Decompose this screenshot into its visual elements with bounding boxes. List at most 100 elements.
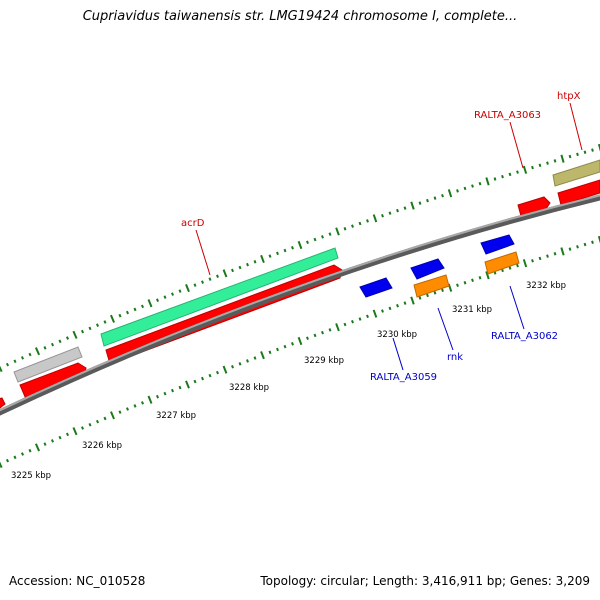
scale-label: 3228 kbp [229, 383, 269, 393]
scale-tick [321, 330, 324, 335]
scale-tick [28, 448, 32, 453]
gene-feature-blue-3062 [480, 234, 515, 255]
scale-tick [388, 211, 392, 215]
scale-tick [591, 148, 594, 152]
scale-tick [403, 301, 407, 305]
scale-tick [133, 307, 137, 312]
gene-feature-green-1 [100, 247, 339, 347]
scale-tick [133, 404, 137, 408]
leader-line-htpx [569, 102, 583, 151]
scale-tick [366, 219, 369, 223]
scale-tick [456, 283, 459, 287]
gene-labels: acrD RALTA_A3063 htpX RALTA_A3059 rnk RALTA_A… [181, 91, 583, 383]
scale-tick [351, 319, 354, 324]
scale-tick [568, 154, 572, 159]
scale-tick [508, 172, 512, 177]
scale-tick [313, 237, 317, 242]
scale-tick [328, 328, 332, 332]
scale-tick [13, 455, 17, 460]
scale-tick [147, 299, 153, 308]
scale-tick [501, 174, 504, 179]
scale-tick [246, 262, 249, 267]
scale-tick [28, 352, 32, 357]
gene-feature-blue-3059 [359, 277, 393, 298]
scale-tick [185, 380, 190, 389]
scale-tick [50, 342, 55, 347]
scale-tick [260, 351, 265, 360]
gene-feature-orange-3062 [484, 251, 520, 275]
scale-tick [493, 177, 497, 181]
scale-tick [147, 395, 153, 404]
scale-tick [418, 201, 422, 205]
scale-tick [103, 320, 107, 324]
scale-tick [72, 330, 78, 339]
scale-label: 3227 kbp [156, 411, 196, 421]
scale-tick [358, 221, 362, 226]
gene-label-ralta_a3063: RALTA_A3063 [474, 110, 541, 121]
leader-line-ralta_a3059 [392, 337, 404, 371]
scale-tick [171, 292, 174, 296]
scale-tick [88, 423, 92, 427]
scale-tick [20, 356, 25, 360]
scale-tick [201, 280, 204, 284]
scale-tick [343, 227, 347, 231]
scale-tick [456, 189, 459, 193]
scale-tick [396, 304, 399, 308]
scale-tick [583, 242, 587, 247]
scale-tick [246, 359, 249, 363]
scale-tick [433, 196, 437, 200]
scale-tick [485, 271, 490, 280]
topology-text: Topology: circular; Length: 3,416,911 bp… [260, 574, 590, 588]
scale-label: 3230 kbp [377, 330, 417, 340]
gene-feature-red-edge [0, 397, 6, 409]
scale-tick [58, 339, 62, 344]
scale-tick [0, 461, 3, 469]
gene-feature-blue-rnk [410, 258, 445, 280]
scale-tick [410, 201, 415, 210]
scale-tick [276, 347, 279, 352]
scale-tick [20, 452, 25, 456]
scale-label: 3232 kbp [526, 281, 566, 291]
scale-tick [126, 407, 129, 411]
scale-tick [231, 268, 234, 273]
scale-tick [583, 150, 587, 154]
scale-tick [297, 336, 303, 346]
scale-tick [441, 193, 444, 198]
backbone-layer [0, 194, 600, 416]
upper-tick-track [0, 143, 600, 373]
leader-line-rnk [437, 307, 454, 351]
scale-tick [118, 410, 122, 414]
scale-tick [372, 309, 378, 318]
scale-tick [335, 227, 340, 236]
scale-tick [306, 240, 309, 245]
scale-tick [441, 288, 444, 293]
scale-tick [403, 206, 407, 210]
scale-tick [508, 266, 512, 270]
scale-tick [531, 165, 534, 170]
scale-tick [351, 224, 354, 228]
scale-tick [485, 177, 490, 186]
leader-line-ralta_a3062 [509, 285, 525, 330]
gene-label-htpx: htpX [557, 91, 581, 102]
scale-tick [253, 356, 257, 360]
scale-tick [141, 401, 144, 405]
scale-tick [291, 246, 294, 250]
scale-tick [5, 362, 10, 367]
scale-tick [50, 439, 55, 443]
scale-tick [268, 254, 272, 258]
scale-tick [546, 254, 549, 258]
scale-tick [201, 376, 204, 381]
scale-tick [156, 394, 159, 399]
scale-tick [283, 248, 287, 253]
scale-tick [463, 186, 467, 191]
scale-tick [516, 263, 519, 268]
scale-tick [531, 259, 534, 263]
scale-tick [126, 310, 129, 315]
scale-tick [576, 245, 579, 249]
scale-tick [471, 184, 474, 188]
scale-tick [410, 296, 415, 305]
scale-tick [366, 314, 369, 319]
scale-tick [447, 189, 453, 198]
scale-tick [103, 416, 107, 421]
